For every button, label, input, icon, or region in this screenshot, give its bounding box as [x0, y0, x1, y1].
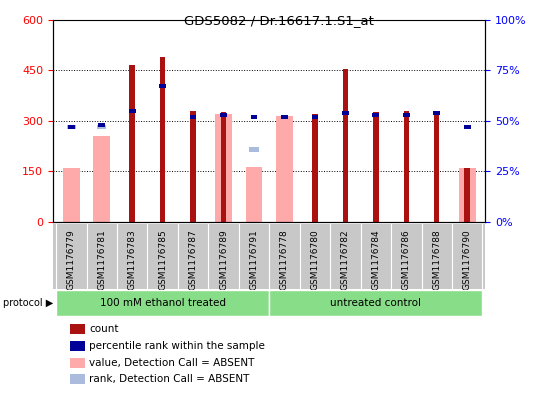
Text: GSM1176791: GSM1176791 [249, 229, 258, 290]
Bar [129, 65, 135, 222]
Bar [311, 115, 318, 119]
Bar [56, 290, 270, 316]
Text: rank, Detection Call = ABSENT: rank, Detection Call = ABSENT [89, 375, 249, 384]
Text: GSM1176784: GSM1176784 [371, 229, 381, 290]
Text: GSM1176789: GSM1176789 [219, 229, 228, 290]
Text: GSM1176787: GSM1176787 [189, 229, 198, 290]
Bar [342, 111, 349, 115]
Text: GSM1176790: GSM1176790 [463, 229, 472, 290]
Bar [190, 111, 196, 222]
Text: percentile rank within the sample: percentile rank within the sample [89, 341, 265, 351]
Bar [434, 111, 440, 115]
Bar [403, 113, 410, 117]
Bar [246, 167, 262, 222]
Bar [190, 115, 196, 119]
Bar [70, 374, 85, 384]
Bar [459, 168, 475, 222]
Bar [281, 115, 288, 119]
Bar [215, 114, 232, 222]
Bar [159, 84, 166, 88]
Text: untreated control: untreated control [330, 298, 421, 308]
Bar [98, 123, 105, 127]
Bar [403, 111, 409, 222]
Bar [160, 57, 165, 222]
Bar [129, 109, 136, 113]
Text: GSM1176779: GSM1176779 [67, 229, 76, 290]
Text: GSM1176783: GSM1176783 [128, 229, 137, 290]
Bar [220, 113, 227, 117]
Text: GSM1176788: GSM1176788 [432, 229, 441, 290]
Text: GDS5082 / Dr.16617.1.S1_at: GDS5082 / Dr.16617.1.S1_at [184, 14, 374, 27]
Text: GSM1176781: GSM1176781 [97, 229, 106, 290]
Text: protocol ▶: protocol ▶ [3, 298, 53, 308]
Text: 100 mM ethanol treated: 100 mM ethanol treated [100, 298, 225, 308]
Bar [221, 112, 227, 222]
Bar [270, 290, 483, 316]
Bar [68, 125, 75, 129]
Bar [276, 116, 293, 222]
Text: GSM1176785: GSM1176785 [158, 229, 167, 290]
Bar [251, 115, 257, 119]
Text: GSM1176782: GSM1176782 [341, 229, 350, 290]
Bar [464, 125, 470, 129]
Bar [63, 168, 80, 222]
Bar [373, 113, 379, 117]
Text: value, Detection Call = ABSENT: value, Detection Call = ABSENT [89, 358, 254, 368]
Text: GSM1176780: GSM1176780 [310, 229, 319, 290]
Bar [70, 358, 85, 368]
Bar [464, 168, 470, 222]
Text: GSM1176786: GSM1176786 [402, 229, 411, 290]
Text: GSM1176778: GSM1176778 [280, 229, 289, 290]
Text: count: count [89, 324, 118, 334]
Bar [249, 147, 259, 152]
Bar [343, 68, 348, 222]
Bar [70, 341, 85, 351]
Bar [93, 136, 110, 222]
Bar [70, 324, 85, 334]
Bar [373, 112, 378, 222]
Bar [312, 114, 318, 222]
Bar [97, 125, 107, 129]
Bar [66, 125, 76, 129]
Bar [434, 111, 440, 222]
